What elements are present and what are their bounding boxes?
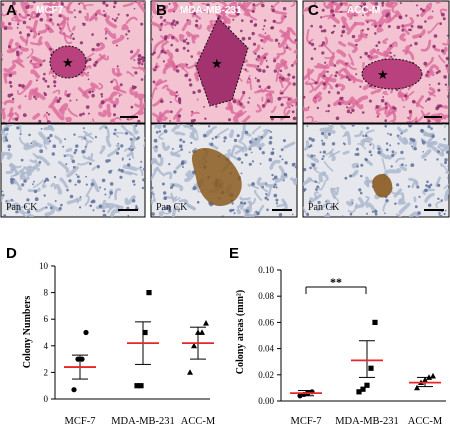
tumor-colony-outline xyxy=(195,17,249,107)
y-tick-label: 2 xyxy=(44,367,49,377)
panel-letter-b: B xyxy=(156,2,167,19)
tumor-colony-outline xyxy=(361,58,423,90)
scale-bar xyxy=(272,209,292,211)
x-tick-label: ACC-M xyxy=(181,416,216,427)
star-icon: ★ xyxy=(62,56,74,71)
star-icon: ★ xyxy=(377,68,389,83)
data-point xyxy=(360,386,366,392)
y-tick-label: 0.06 xyxy=(258,317,274,327)
y-tick-label: 6 xyxy=(44,314,49,324)
scale-bar xyxy=(120,116,138,118)
data-point xyxy=(297,393,303,399)
ihc-tissue-texture xyxy=(303,124,449,217)
cell-line-label-a: MCF7 xyxy=(36,5,64,16)
star-icon: ★ xyxy=(211,57,223,72)
he-tissue-texture xyxy=(303,1,449,123)
panel-c: ★ C ACC-M Pan CK xyxy=(302,0,450,218)
scale-bar xyxy=(118,209,138,211)
data-point xyxy=(146,290,152,296)
y-tick-label: 0.08 xyxy=(258,291,274,301)
panel-letter-e: E xyxy=(229,245,239,262)
scale-bar xyxy=(424,116,442,118)
x-tick-label: MCF-7 xyxy=(291,416,322,427)
data-point xyxy=(368,365,374,371)
data-point xyxy=(199,329,205,335)
data-point xyxy=(414,384,420,391)
ihc-tissue-texture xyxy=(1,124,145,217)
data-point xyxy=(142,329,148,336)
pan-ck-positive-region xyxy=(191,148,242,206)
y-tick-label: 0.00 xyxy=(258,396,274,406)
data-point xyxy=(75,356,81,362)
data-point xyxy=(191,342,197,349)
data-point xyxy=(430,372,436,379)
tumor-colony-outline xyxy=(49,45,87,79)
data-point xyxy=(138,383,144,389)
data-point xyxy=(71,387,77,393)
panel-letter-c: C xyxy=(308,2,319,19)
pan-ck-positive-region xyxy=(372,173,393,198)
significance-label: ** xyxy=(330,275,342,289)
y-tick-label: 8 xyxy=(44,288,49,298)
y-tick-label: 0 xyxy=(44,394,49,404)
chart-e: E Colony areas (mm²) 0.00 0.02 0.04 0.06 0.0… xyxy=(229,245,446,427)
stain-label-a: Pan CK xyxy=(6,202,38,213)
cell-line-label-b: MDA-MB-231 xyxy=(180,5,242,16)
cell-line-label-c: ACC-M xyxy=(347,5,380,16)
panel-b: ★ B MDA-MB-231 Pan CK xyxy=(150,0,298,218)
data-point xyxy=(83,329,89,336)
x-tick-label: MDA-MB-231 xyxy=(335,416,399,427)
data-point xyxy=(356,389,362,395)
panel-a: ★ A MCF7 Pan CK xyxy=(0,0,146,218)
stain-label-b: Pan CK xyxy=(156,202,188,213)
data-point xyxy=(364,382,370,388)
data-point xyxy=(134,383,140,389)
x-tick-label: ACC-M xyxy=(408,416,443,427)
stain-label-c: Pan CK xyxy=(308,202,340,213)
x-tick-label: MDA-MB-231 xyxy=(111,416,175,427)
y-axis-title: Colony areas (mm²) xyxy=(235,290,246,374)
x-tick-label: MCF-7 xyxy=(65,416,96,427)
chart-d: D Colony Numbers 0 2 4 6 8 10 MCF-7 MDA-MB-23… xyxy=(6,245,216,427)
y-axis-title: Colony Numbers xyxy=(22,296,33,369)
data-point xyxy=(187,369,193,375)
panel-letter-d: D xyxy=(6,245,17,262)
y-tick-label: 0.02 xyxy=(258,370,274,380)
panel-letter-a: A xyxy=(6,2,17,19)
y-tick-label: 0.10 xyxy=(258,265,274,275)
scale-bar xyxy=(270,116,290,118)
y-tick-label: 4 xyxy=(44,341,49,351)
scale-bar xyxy=(424,209,444,211)
data-point xyxy=(372,319,378,325)
data-point xyxy=(203,319,209,326)
y-tick-label: 10 xyxy=(39,261,49,271)
he-tissue-texture xyxy=(1,1,145,123)
data-point xyxy=(195,329,201,335)
ihc-tissue-texture xyxy=(151,124,297,217)
data-point xyxy=(422,376,428,383)
y-tick-label: 0.04 xyxy=(258,344,274,354)
data-point xyxy=(79,356,85,362)
